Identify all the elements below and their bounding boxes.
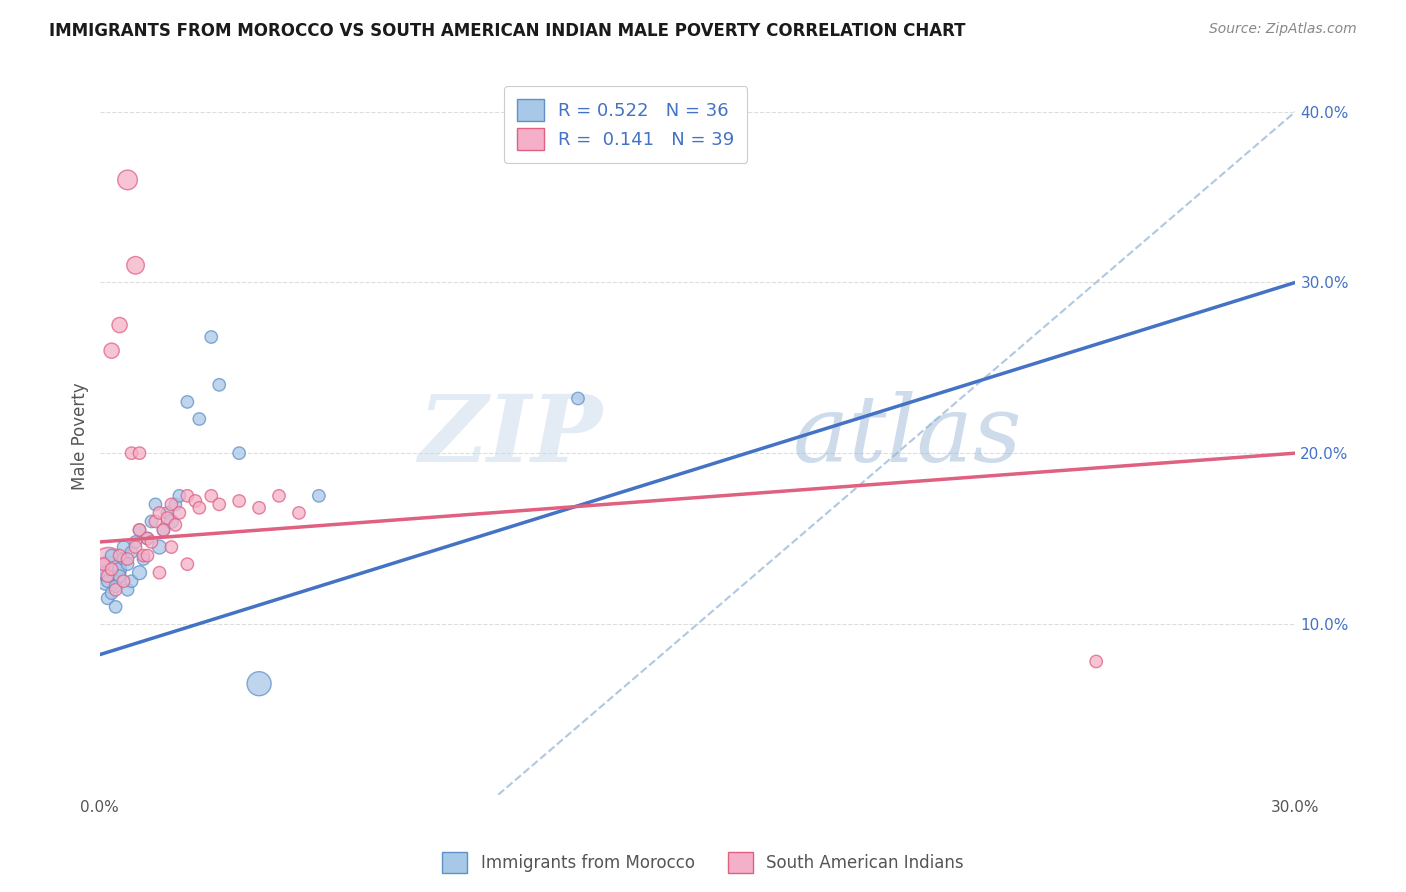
Point [104, 582, 127, 597]
Point [1085, 655, 1108, 669]
Point [128, 566, 150, 580]
Point [145, 497, 167, 511]
Point [160, 515, 183, 529]
Point [112, 574, 135, 589]
Point [247, 676, 270, 690]
Point [124, 258, 146, 272]
Point [228, 446, 250, 460]
Point [97, 574, 120, 589]
Point [93, 566, 115, 580]
Point [208, 377, 231, 392]
Point [121, 446, 143, 460]
Point [176, 557, 198, 571]
Point [267, 489, 290, 503]
Point [160, 540, 183, 554]
Point [308, 489, 330, 503]
Point [176, 395, 198, 409]
Point [567, 392, 589, 406]
Point [136, 532, 159, 546]
Point [132, 552, 155, 566]
Point [165, 497, 187, 511]
Point [97, 591, 120, 606]
Point [132, 549, 155, 563]
Point [121, 574, 143, 589]
Point [100, 562, 122, 576]
Point [148, 566, 170, 580]
Point [128, 523, 150, 537]
Text: ZIP: ZIP [418, 391, 602, 481]
Point [112, 540, 135, 554]
Point [108, 562, 131, 576]
Point [97, 569, 120, 583]
Point [108, 569, 131, 583]
Point [124, 540, 146, 554]
Point [117, 173, 139, 187]
Point [117, 582, 139, 597]
Point [128, 523, 150, 537]
Point [208, 497, 231, 511]
Point [121, 545, 143, 559]
Legend: R = 0.522   N = 36, R =  0.141   N = 39: R = 0.522 N = 36, R = 0.141 N = 39 [505, 87, 748, 163]
Point [104, 599, 127, 614]
Point [156, 506, 179, 520]
Point [152, 523, 174, 537]
Point [117, 557, 139, 571]
Point [165, 517, 187, 532]
Point [141, 515, 163, 529]
Point [288, 506, 311, 520]
Point [97, 566, 120, 580]
Point [128, 446, 150, 460]
Point [152, 523, 174, 537]
Point [117, 552, 139, 566]
Point [108, 318, 131, 332]
Point [148, 506, 170, 520]
Point [169, 489, 191, 503]
Point [112, 552, 135, 566]
Point [100, 586, 122, 600]
Point [108, 549, 131, 563]
Point [141, 535, 163, 549]
Point [156, 511, 179, 525]
Point [104, 579, 127, 593]
Point [93, 557, 115, 571]
Legend: Immigrants from Morocco, South American Indians: Immigrants from Morocco, South American … [436, 846, 970, 880]
Point [145, 515, 167, 529]
Point [100, 343, 122, 358]
Point [228, 494, 250, 508]
Point [136, 549, 159, 563]
Point [188, 412, 211, 426]
Text: Source: ZipAtlas.com: Source: ZipAtlas.com [1209, 22, 1357, 37]
Point [124, 535, 146, 549]
Point [184, 494, 207, 508]
Point [97, 557, 120, 571]
Point [100, 549, 122, 563]
Text: IMMIGRANTS FROM MOROCCO VS SOUTH AMERICAN INDIAN MALE POVERTY CORRELATION CHART: IMMIGRANTS FROM MOROCCO VS SOUTH AMERICA… [49, 22, 966, 40]
Point [188, 500, 211, 515]
Text: atlas: atlas [793, 391, 1022, 481]
Point [176, 489, 198, 503]
Point [247, 500, 270, 515]
Point [160, 497, 183, 511]
Point [169, 506, 191, 520]
Y-axis label: Male Poverty: Male Poverty [72, 383, 89, 490]
Point [200, 489, 222, 503]
Point [200, 330, 222, 344]
Point [148, 540, 170, 554]
Point [136, 532, 159, 546]
